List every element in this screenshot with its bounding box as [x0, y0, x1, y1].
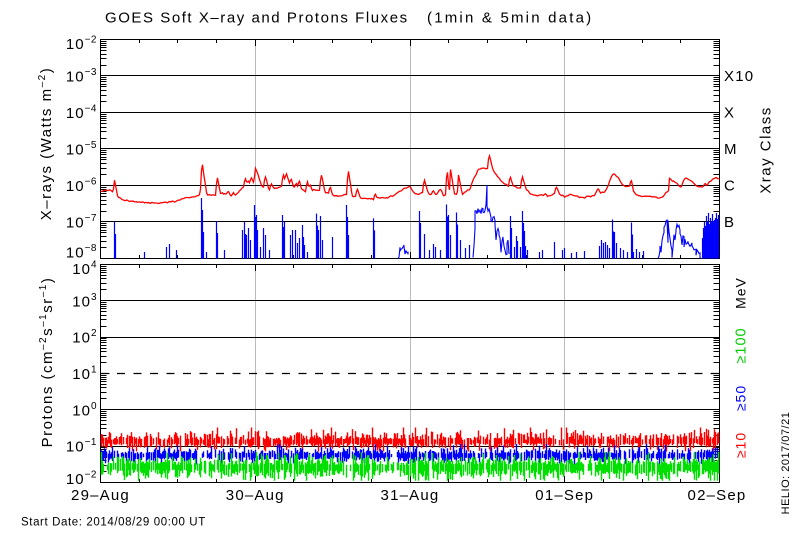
svg-text:29–Aug: 29–Aug — [71, 487, 130, 504]
svg-text:HELIO: 2017/07/21: HELIO: 2017/07/21 — [780, 412, 792, 515]
svg-text:X–rays (Watts m–2): X–rays (Watts m–2) — [37, 67, 55, 220]
svg-text:GOES Soft X–ray and Protons Fl: GOES Soft X–ray and Protons Fluxes — [105, 10, 409, 27]
svg-text:101: 101 — [72, 365, 97, 384]
svg-text:Xray Class: Xray Class — [758, 106, 775, 194]
svg-text:Protons (cm–2s–1sr–1): Protons (cm–2s–1sr–1) — [38, 277, 56, 448]
svg-text:≥100: ≥100 — [734, 327, 750, 363]
svg-text:102: 102 — [72, 328, 97, 347]
svg-text:01–Sep: 01–Sep — [535, 487, 594, 504]
svg-text:X: X — [724, 105, 735, 122]
svg-text:≥50: ≥50 — [733, 385, 749, 411]
svg-text:Start Date: 2014/08/29 00:00 U: Start Date: 2014/08/29 00:00 UT — [21, 517, 206, 529]
svg-text:X10: X10 — [724, 68, 754, 85]
svg-text:M: M — [724, 141, 738, 158]
svg-text:02–Sep: 02–Sep — [688, 487, 747, 504]
svg-text:100: 100 — [72, 401, 97, 420]
svg-text:104: 104 — [72, 260, 97, 279]
svg-text:103: 103 — [72, 292, 97, 311]
svg-text:31–Aug: 31–Aug — [381, 487, 440, 504]
svg-text:30–Aug: 30–Aug — [226, 487, 285, 504]
svg-text:B: B — [724, 214, 735, 231]
svg-text:≥10: ≥10 — [733, 432, 749, 458]
svg-text:(1min & 5min data): (1min & 5min data) — [427, 10, 593, 27]
svg-text:MeV: MeV — [733, 277, 749, 309]
svg-text:C: C — [724, 178, 736, 195]
